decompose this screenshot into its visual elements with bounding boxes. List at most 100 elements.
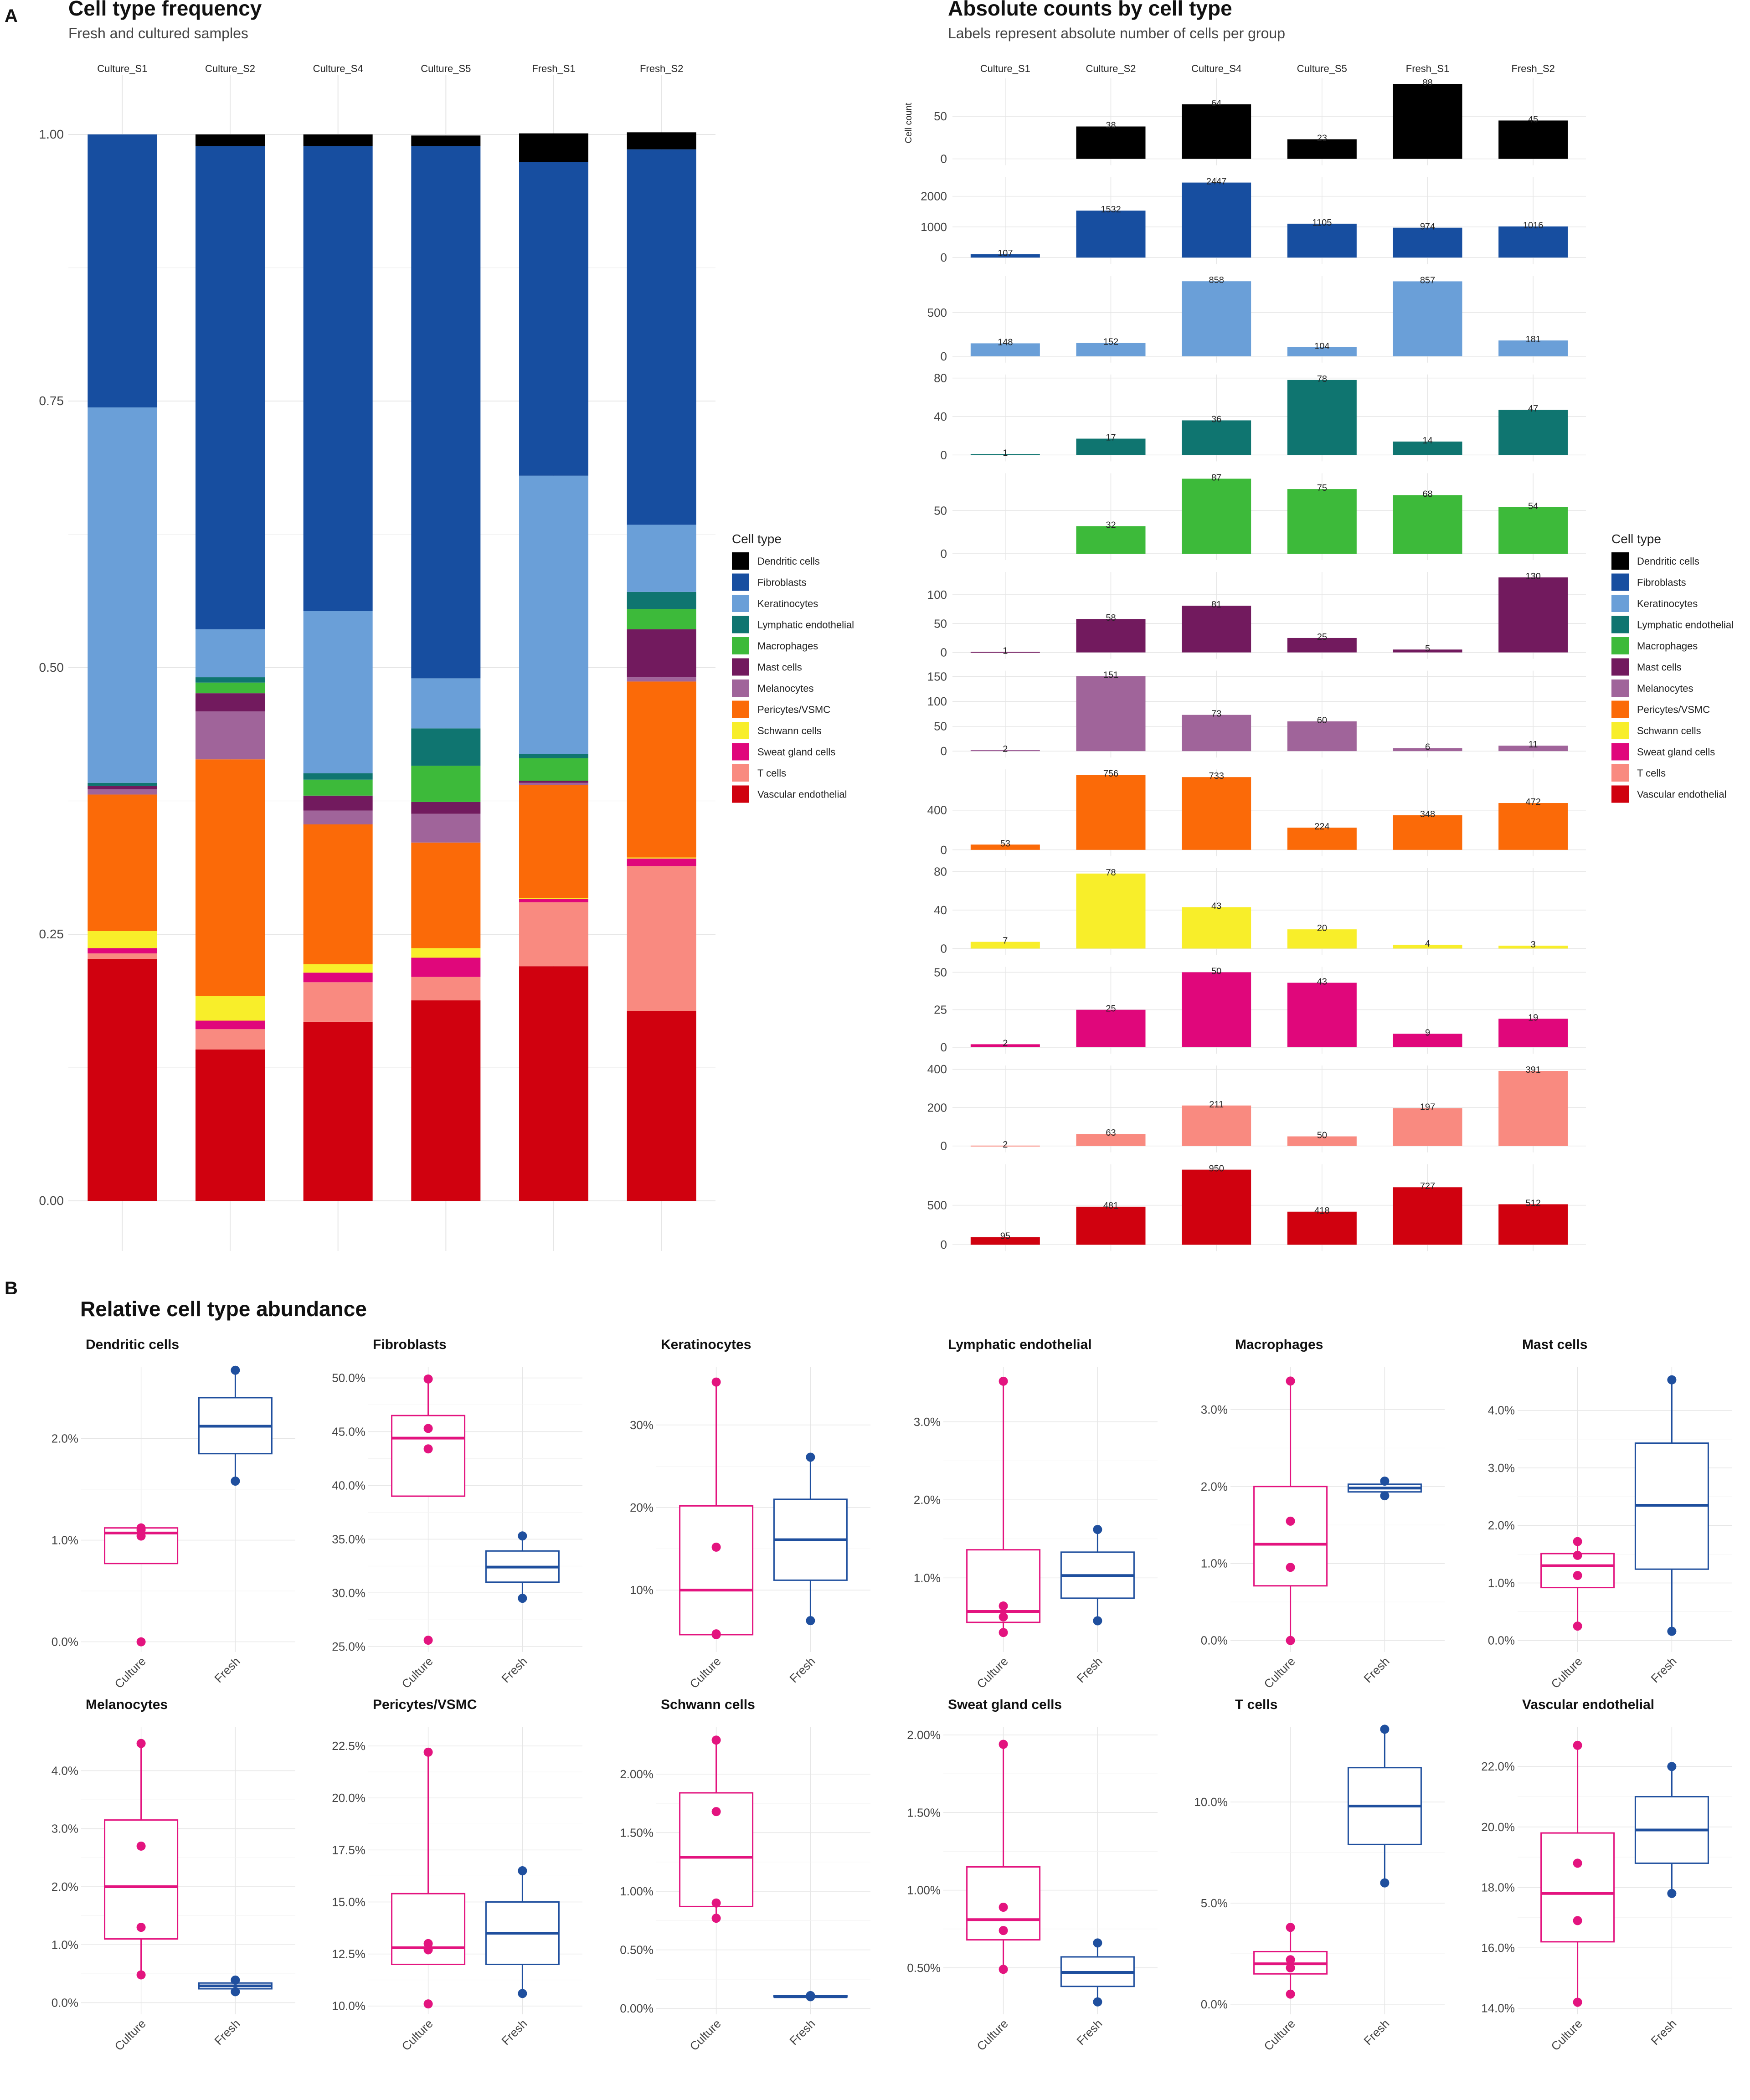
frequency-chart-subtitle: Fresh and cultured samples [68,25,248,41]
counts-bar-dendritic-cells [1498,120,1568,159]
counts-bar-fibroblasts [1498,226,1568,258]
box-y-tick-label: 17.5% [332,1843,365,1857]
box-group-label: Fresh [1648,2017,1679,2048]
legend-label-fibroblasts: Fibroblasts [757,577,807,588]
legend-title: Cell type [1611,532,1661,546]
counts-y-tick-label: 0 [941,744,947,758]
box-group-label: Fresh [211,1654,242,1685]
counts-bar-schwann-cells [970,942,1040,949]
box-y-tick-label: 1.0% [51,1938,78,1951]
counts-bar-label: 181 [1525,335,1540,345]
box-y-tick-label: 1.0% [1488,1576,1515,1590]
box-point-culture [1573,1621,1582,1631]
box-y-tick-label: 2.00% [907,1728,941,1742]
freq-bar-lymphatic-endothelial [627,592,696,609]
freq-bar-pericytes-vsmc [196,759,265,996]
counts-bar-label: 130 [1525,571,1540,582]
freq-bar-keratinocytes [303,611,373,773]
box-group-label: Culture [1548,2017,1585,2053]
freq-sample-label: Fresh_S2 [640,63,683,74]
box-point-culture [423,1424,433,1433]
counts-bar-label: 43 [1211,901,1221,911]
counts-bar-label: 418 [1314,1206,1329,1216]
counts-bar-pericytes-vsmc [970,844,1040,850]
counts-bar-label: 63 [1106,1128,1116,1138]
counts-bar-label: 1105 [1312,218,1332,228]
counts-bar-fibroblasts [1287,223,1357,258]
freq-bar-schwann-cells [627,857,696,859]
box-y-tick-label: 30% [630,1418,654,1432]
freq-sample-label: Culture_S5 [421,63,471,74]
counts-bar-sweat-gland-cells [1076,1009,1146,1047]
legend-label-vascular-endothelial: Vascular endothelial [1637,789,1727,800]
box-point-culture [711,1898,721,1908]
legend-label-keratinocytes: Keratinocytes [757,598,818,609]
box-y-tick-label: 45.0% [332,1425,365,1439]
freq-bar-pericytes-vsmc [88,794,157,931]
freq-bar-dendritic-cells [196,134,265,146]
counts-bar-label: 2447 [1206,177,1227,187]
box-y-tick-label: 10% [630,1583,654,1597]
box-y-tick-label: 3.0% [51,1822,78,1836]
counts-bar-label: 73 [1211,709,1221,719]
counts-bar-vascular-endothelial [1393,1187,1462,1245]
box-y-tick-label: 2.00% [620,1767,654,1781]
legend-label-dendritic-cells: Dendritic cells [757,556,820,567]
box-y-tick-label: 22.0% [1481,1760,1515,1773]
box-group-label: Culture [399,1654,435,1691]
box-point-culture [999,1612,1008,1621]
counts-bar-t-cells [1498,1071,1568,1146]
counts-y-tick-label: 40 [934,410,947,423]
counts-y-tick-label: 2000 [921,190,947,203]
counts-bar-melanocytes [1287,721,1357,751]
box-y-tick-label: 1.00% [620,1884,654,1898]
counts-bar-label: 95 [1000,1231,1010,1241]
counts-y-tick-label: 0 [941,646,947,659]
counts-bar-label: 53 [1000,839,1010,849]
legend-label-keratinocytes: Keratinocytes [1637,598,1698,609]
legend-swatch-macrophages [732,637,749,654]
box-y-tick-label: 0.50% [620,1943,654,1957]
legend-swatch-fibroblasts [732,573,749,591]
counts-bar-label: 2 [1003,1038,1008,1048]
box-y-tick-label: 12.5% [332,1947,365,1961]
box-group-label: Fresh [787,2017,818,2048]
counts-y-tick-label: 50 [934,720,947,733]
counts-bar-t-cells [1182,1105,1251,1146]
box-y-tick-label: 0.0% [51,1996,78,2010]
counts-y-tick-label: 400 [927,1062,947,1076]
counts-bar-label: 54 [1528,501,1538,511]
counts-y-tick-label: 0 [941,942,947,955]
counts-bar-lymphatic-endothelial [1393,441,1462,455]
counts-y-tick-label: 25 [934,1003,947,1017]
legend-swatch-lymphatic-endothelial [732,616,749,633]
legend-label-lymphatic-endothelial: Lymphatic endothelial [757,619,854,631]
box-y-tick-label: 0.0% [51,1635,78,1649]
counts-bar-schwann-cells [1498,946,1568,949]
box-point-fresh [231,1975,240,1985]
freq-bar-fibroblasts [303,146,373,611]
counts-chart-subtitle: Labels represent absolute number of cell… [948,25,1285,41]
box-y-tick-label: 0.0% [1201,1997,1228,2011]
freq-bar-mast-cells [88,786,157,789]
legend-swatch-keratinocytes [732,595,749,612]
box-point-culture [1286,1989,1295,1999]
box-point-fresh [1093,1616,1102,1626]
counts-y-tick-label: 0 [941,251,947,264]
box-point-fresh [1667,1762,1677,1771]
counts-y-tick-label: 100 [927,695,947,708]
counts-chart-title: Absolute counts by cell type [948,0,1232,20]
freq-bar-sweat-gland-cells [196,1020,265,1029]
box-point-culture [999,1740,1008,1749]
box-point-fresh [806,1991,815,2000]
box-point-culture [1286,1376,1295,1386]
counts-bar-sweat-gland-cells [970,1044,1040,1047]
box-y-tick-label: 0.50% [907,1961,941,1975]
box-point-culture [999,1903,1008,1912]
freq-bar-t-cells [411,977,481,1001]
box-group-label: Fresh [1361,1654,1392,1685]
box-facet-schwann-cells: Schwann cells 0.00% 0.50% 1.00% 1.50% 2.00% Cu… [620,1697,870,2054]
box-point-fresh [1380,1491,1390,1501]
counts-y-tick-label: 150 [927,670,947,684]
legend-label-sweat-gland-cells: Sweat gland cells [757,746,835,758]
